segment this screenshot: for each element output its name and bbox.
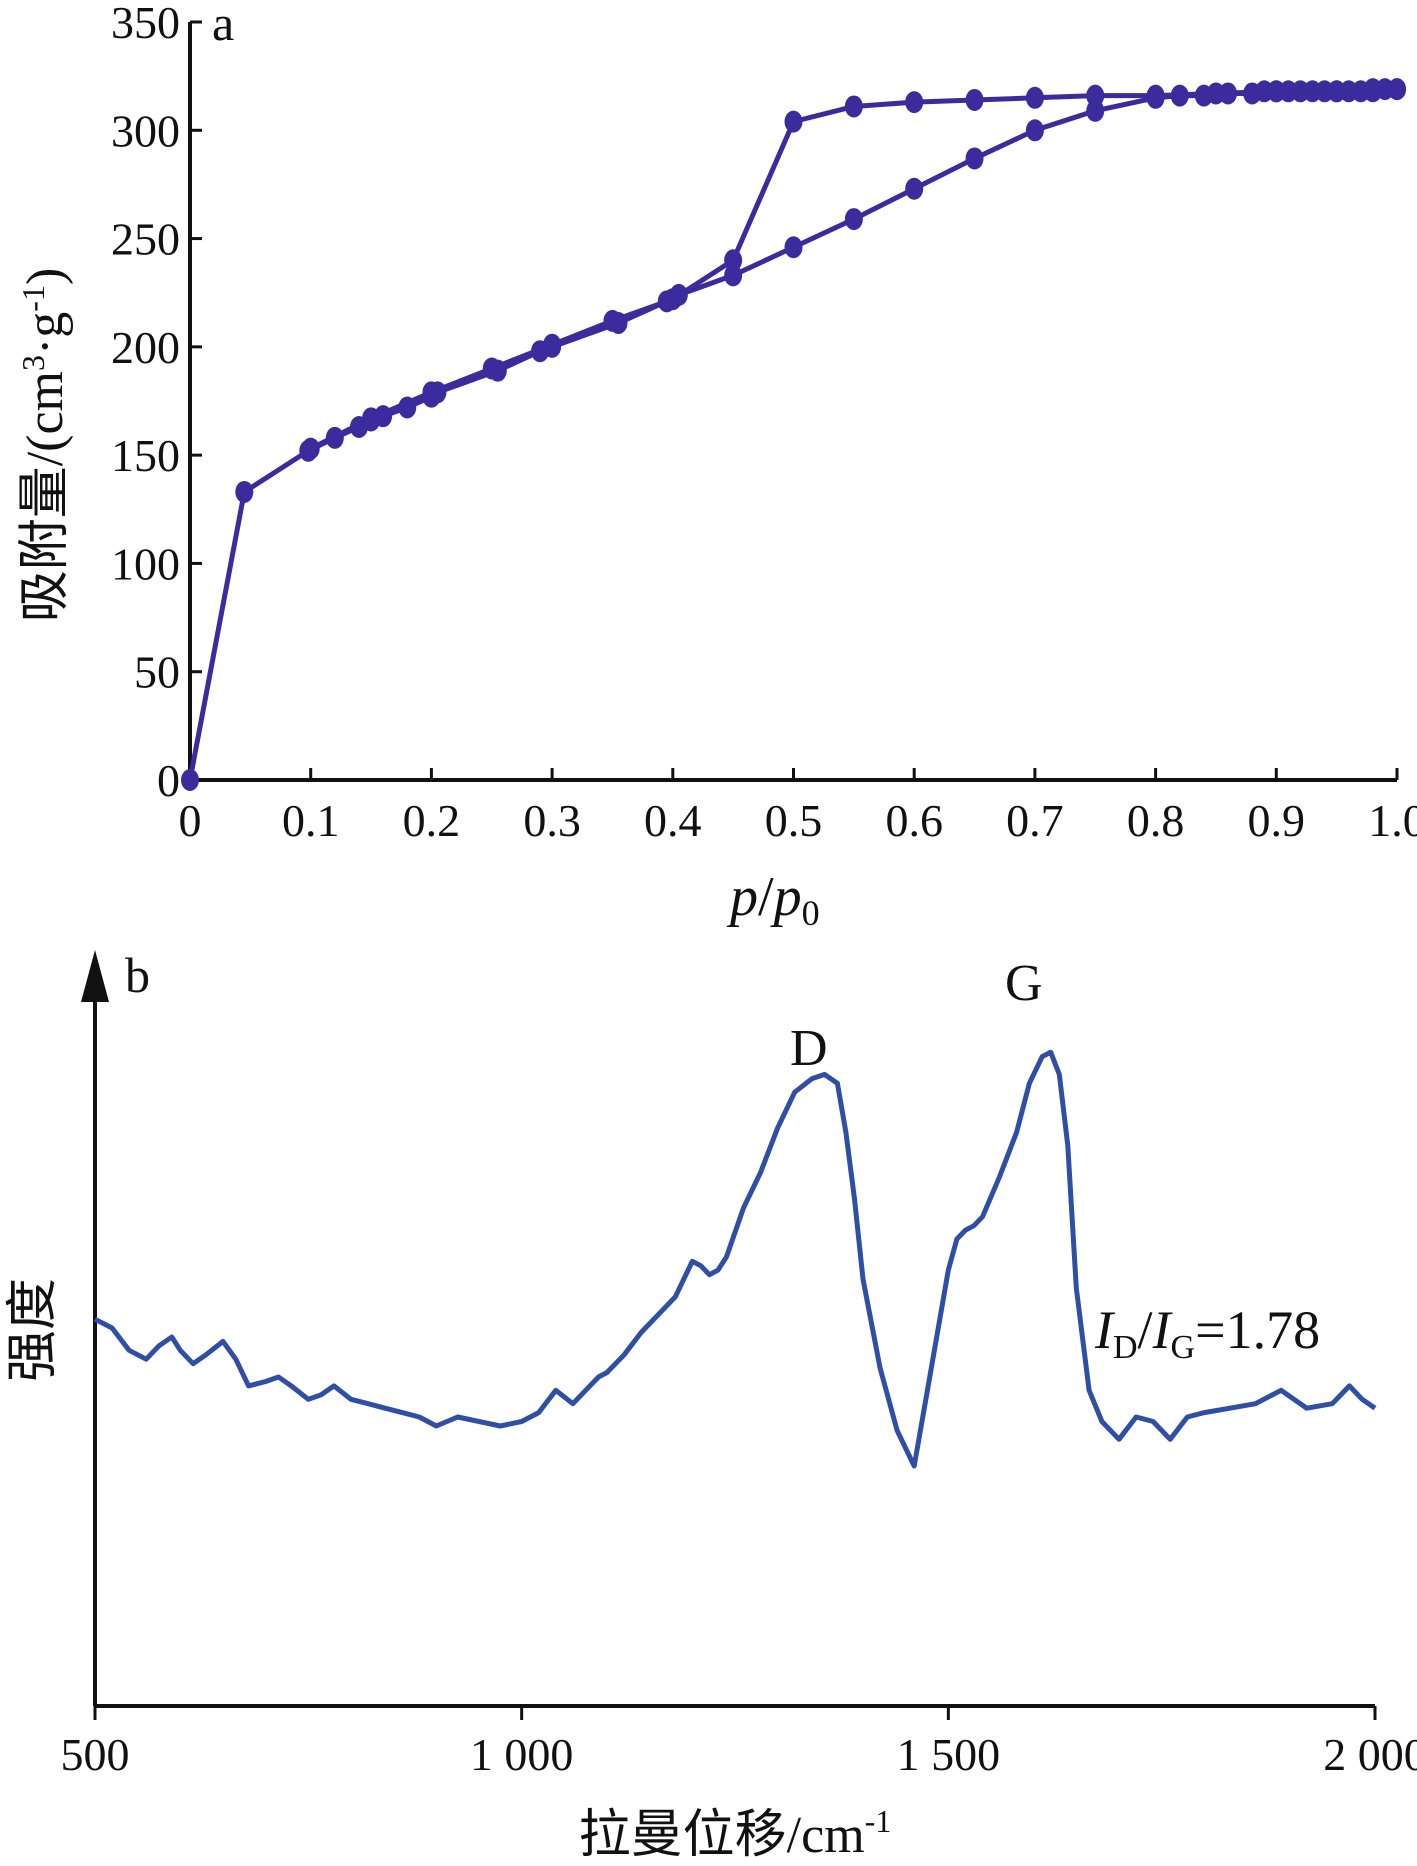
- panel-b: 500 1 000 1 500 2 000 b D G ID/IG=1.78 强度 拉…: [5, 947, 1417, 1864]
- desorption-point: [905, 91, 924, 114]
- desorption-point: [1363, 78, 1382, 101]
- adsorption-point: [181, 769, 199, 791]
- x-tick-label-b: 2 000: [1323, 1729, 1417, 1780]
- y-axis-arrow-b: [81, 950, 109, 1002]
- desorption-point: [603, 309, 622, 332]
- y-ticks-a: 0 50 100 150 200 250 300 350: [111, 0, 202, 806]
- desorption-point: [422, 381, 441, 404]
- desorption-point: [482, 357, 501, 380]
- x-tick-label-a: 0.4: [644, 795, 702, 846]
- desorption-point: [1025, 86, 1044, 109]
- x-tick-label-a: 0.2: [403, 795, 461, 846]
- intensity-ratio-annotation: ID/IG=1.78: [1094, 1300, 1320, 1366]
- y-axis-title-b: 强度: [5, 1278, 62, 1382]
- adsorption-point: [235, 480, 254, 503]
- desorption-point: [1206, 82, 1225, 105]
- adsorption-point: [965, 147, 984, 170]
- x-tick-label-a: 1.0: [1368, 795, 1417, 846]
- desorption-line: [309, 86, 1397, 451]
- y-tick-label-a: 200: [111, 322, 180, 373]
- desorption-point: [724, 249, 743, 272]
- x-tick-label-a: 0.6: [885, 795, 943, 846]
- raman-line: [93, 1049, 1377, 1469]
- x-tick-label-a: 0.5: [765, 795, 823, 846]
- y-tick-label-a: 250: [111, 214, 180, 265]
- desorption-point: [1086, 84, 1105, 107]
- adsorption-line: [187, 86, 1397, 781]
- adsorption-point: [1025, 119, 1044, 142]
- desorption-point: [543, 333, 562, 356]
- peak-label-g: G: [1005, 955, 1043, 1012]
- y-tick-label-a: 350: [111, 0, 180, 48]
- adsorption-point: [784, 236, 803, 259]
- adsorption-point: [1086, 99, 1105, 122]
- desorption-point: [362, 407, 381, 430]
- x-axis-title-a: p/p0: [726, 866, 820, 933]
- isotherm-series: [181, 78, 1406, 791]
- x-tick-label-b: 500: [61, 1729, 130, 1780]
- desorption-point: [1146, 84, 1165, 107]
- panel-a-label: a: [212, 0, 234, 51]
- y-tick-label-a: 100: [111, 538, 180, 589]
- desorption-point: [1327, 80, 1346, 103]
- panel-a: 0 0.1 0.2 0.3 0.4 0.5 0.6 0.7 0.8 0.9 1.0 0 50 100 15…: [15, 0, 1417, 933]
- y-axis-title-a: 吸附量/(cm3·g-1): [15, 268, 74, 623]
- x-tick-label-a: 0: [179, 795, 202, 846]
- x-tick-label-b: 1 500: [897, 1729, 1001, 1780]
- x-ticks-b: 500 1 000 1 500 2 000: [61, 1706, 1417, 1780]
- x-tick-label-a: 0.1: [282, 795, 340, 846]
- desorption-point: [301, 437, 320, 460]
- y-tick-label-a: 0: [157, 755, 180, 806]
- desorption-point: [1267, 80, 1286, 103]
- x-tick-label-a: 0.3: [523, 795, 581, 846]
- x-tick-label-a: 0.7: [1006, 795, 1064, 846]
- y-tick-label-a: 50: [134, 647, 180, 698]
- panel-b-label: b: [125, 947, 150, 1003]
- desorption-point: [784, 110, 803, 133]
- desorption-point: [1388, 78, 1406, 101]
- desorption-point: [965, 88, 984, 111]
- x-axis-title-b: 拉曼位移/cm-1: [579, 1803, 892, 1864]
- x-tick-label-b: 1 000: [470, 1729, 574, 1780]
- adsorption-point: [724, 264, 743, 287]
- y-tick-label-a: 150: [111, 430, 180, 481]
- x-tick-label-a: 0.9: [1248, 795, 1306, 846]
- peak-label-d: D: [790, 1020, 828, 1077]
- x-tick-label-a: 0.8: [1127, 795, 1185, 846]
- adsorption-point: [844, 208, 863, 231]
- desorption-point: [663, 288, 682, 311]
- adsorption-point: [905, 177, 924, 200]
- x-ticks-a: 0 0.1 0.2 0.3 0.4 0.5 0.6 0.7 0.8 0.9 1.0: [179, 768, 1417, 846]
- y-tick-label-a: 300: [111, 105, 180, 156]
- desorption-point: [844, 95, 863, 118]
